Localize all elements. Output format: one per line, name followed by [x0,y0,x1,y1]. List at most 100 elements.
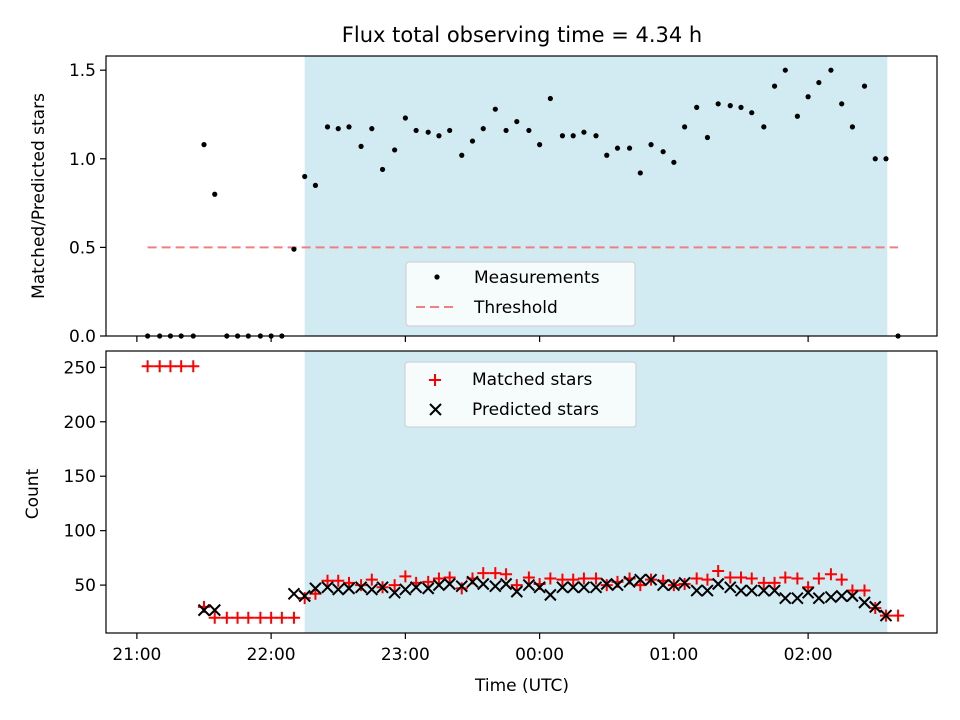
matched-star-point [477,567,490,580]
matched-star-point [287,611,300,624]
matched-star-point [779,571,792,584]
matched-star-point [791,572,804,585]
measurement-point [782,67,788,73]
predicted-star-point [432,578,446,592]
predicted-star-point [533,581,546,594]
measurement-point [425,129,431,135]
measurement-point [761,124,767,130]
measurement-point [738,104,744,110]
predicted-star-point [757,584,771,597]
top-x-ticks [136,336,809,342]
predicted-star-point [600,577,613,591]
predicted-star-point [376,581,389,594]
measurement-point [794,113,800,119]
x-tick-label: 01:00 [649,645,698,665]
measurement-point [805,94,811,100]
measurement-point [312,182,319,188]
measurement-point [559,133,566,139]
measurement-point [358,143,364,149]
predicted-star-point [409,581,423,594]
predicted-star-point [342,582,356,595]
measurement-point [514,118,520,125]
measurement-point [749,110,755,116]
matched-star-point [522,571,535,584]
measurement-point [648,142,654,148]
measurement-point [291,246,297,252]
predicted-star-point [846,589,859,603]
predicted-star-point [869,600,882,614]
predicted-star-point [734,584,748,597]
matched-star-point [153,360,166,373]
legend-measurements-label: Measurements [474,268,600,288]
legend-measurements-marker [434,274,440,280]
predicted-star-point [443,577,456,591]
matched-star-point [422,575,435,588]
matched-star-point [802,581,815,594]
matched-star-point [141,360,154,373]
y-tick-label: 200 [64,413,96,433]
predicted-star-point [321,581,334,594]
matched-star-point [757,576,770,589]
measurement-point [201,142,207,148]
measurement-point [392,147,398,153]
matched-star-point [388,579,401,592]
measurement-point [614,145,621,151]
matched-star-point [175,360,188,373]
measurement-point [436,133,442,139]
predicted-star-point [287,587,301,601]
predicted-star-point [623,575,636,589]
measurement-point [883,156,889,162]
x-tick-label: 02:00 [784,645,833,665]
predicted-star-point [499,577,513,591]
bottom-x-ticks: 21:00 22:00 23:00 00:00 01:00 02:00 [112,633,833,665]
top-y-ticks: 0.0 0.5 1.0 1.5 [69,61,106,347]
bottom-y-axis-label: Count [23,468,43,519]
measurement-point [771,83,778,89]
matched-star-point [892,609,905,622]
predicted-star-point [354,581,368,594]
matched-star-point [567,573,580,586]
predicted-star-point [824,590,838,604]
matched-star-point [231,611,244,624]
matched-star-point [443,571,456,584]
matched-star-point [577,572,590,585]
matched-star-point [510,579,523,592]
measurement-point [570,133,576,139]
predicted-star-point [701,584,714,597]
predicted-star-point [466,575,479,589]
predicted-star-point [208,603,221,617]
y-tick-label: 1.0 [69,150,96,170]
top-legend: Measurements Threshold [405,261,636,327]
bottom-legend: Matched stars Predicted stars [404,361,637,428]
matched-star-point [365,573,378,586]
matched-star-point [455,582,468,595]
predicted-star-point [812,591,826,605]
matched-star-point [690,572,703,585]
measurement-point [637,170,643,176]
matched-star-point [432,572,445,585]
predicted-star-point [566,581,580,594]
matched-star-point [321,574,334,587]
y-tick-label: 0.5 [69,238,96,258]
predicted-star-point [522,578,536,592]
predicted-star-point [711,577,725,591]
measurement-point [816,79,822,86]
measurement-point [413,127,419,134]
predicted-star-point [779,591,792,605]
measurement-point [604,152,610,158]
matched-star-point [701,573,714,586]
legend-matched-marker [429,374,441,386]
matched-star-point [399,570,412,583]
measurement-point [346,124,352,130]
measurement-point [839,101,845,107]
measurement-point [447,127,453,134]
matched-star-point [712,564,725,577]
matched-star-point [298,592,311,605]
predicted-star-point [634,573,647,586]
predicted-star-point [197,603,211,617]
matched-star-point [275,611,288,624]
legend-predicted-label: Predicted stars [472,400,599,420]
predicted-star-point [611,578,624,592]
x-tick-label: 00:00 [515,645,564,665]
